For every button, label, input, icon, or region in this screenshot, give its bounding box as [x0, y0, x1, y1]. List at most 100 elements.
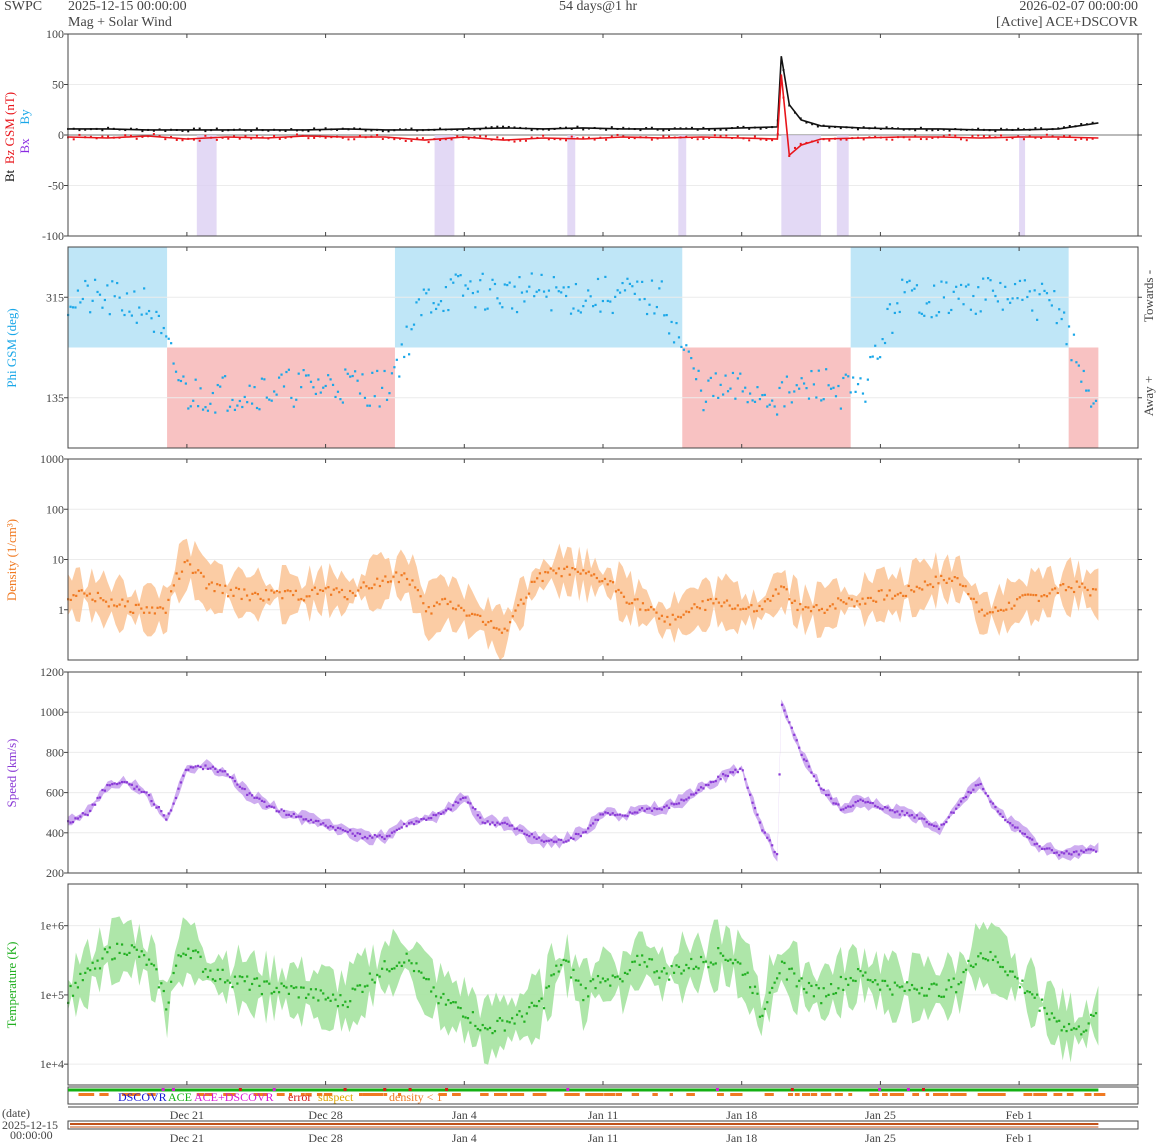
- temperature-point: [481, 1023, 484, 1027]
- speed-point: [920, 817, 923, 820]
- temperature-point: [150, 962, 153, 965]
- density-point: [210, 581, 213, 584]
- speed-point: [430, 817, 433, 820]
- temperature-point: [959, 981, 963, 984]
- speed-point: [810, 771, 813, 774]
- temperature-point: [665, 972, 668, 975]
- bt-point: [685, 127, 688, 130]
- density-flag-mark: [1093, 1093, 1101, 1096]
- speed-point: [297, 815, 300, 818]
- density-point: [430, 612, 433, 615]
- density-point: [438, 603, 441, 606]
- phi-point: [1033, 289, 1036, 292]
- bz-point: [719, 135, 722, 138]
- temperature-point: [449, 1001, 452, 1005]
- bt-point: [925, 129, 928, 132]
- speed-point: [672, 803, 676, 806]
- speed-point: [849, 805, 852, 808]
- density-flag-mark: [78, 1093, 87, 1096]
- temperature-point: [668, 978, 671, 981]
- density-point: [750, 604, 753, 607]
- density-point: [1075, 580, 1078, 583]
- phi-point: [469, 280, 472, 283]
- temperature-point: [817, 987, 820, 990]
- density-point: [872, 599, 875, 602]
- bt-point: [645, 127, 648, 130]
- speed-point: [206, 767, 210, 770]
- phi-point: [876, 357, 879, 360]
- density-point: [452, 607, 455, 610]
- density-flag-mark: [1024, 1093, 1030, 1096]
- density-point: [83, 592, 86, 595]
- density-point: [525, 596, 528, 599]
- speed-point: [410, 821, 413, 824]
- speed-point: [699, 786, 703, 789]
- temperature-point: [957, 983, 960, 986]
- speed-point: [606, 812, 609, 815]
- phi-point: [618, 291, 622, 294]
- phi-point: [1011, 297, 1014, 300]
- speed-point: [363, 835, 367, 839]
- speed-point: [439, 812, 443, 816]
- phi-point: [160, 331, 163, 335]
- temperature-point: [282, 984, 286, 988]
- speed-point: [280, 808, 283, 811]
- density-point: [297, 598, 300, 601]
- temperature-point: [513, 1022, 516, 1025]
- density-point: [1013, 604, 1016, 607]
- bt-point: [839, 127, 842, 130]
- phi-point: [74, 306, 77, 309]
- bz-point: [633, 137, 636, 140]
- phi-axis-label: Phi GSM (deg): [4, 308, 19, 387]
- temperature-point: [550, 974, 553, 977]
- speed-point: [1048, 847, 1051, 850]
- speed-point: [324, 824, 327, 827]
- phi-point: [879, 356, 882, 359]
- temperature-point: [219, 978, 222, 981]
- temperature-point: [432, 986, 435, 989]
- density-point: [443, 597, 447, 600]
- phi-point: [766, 405, 769, 408]
- density-point: [790, 601, 794, 604]
- legend-error: error: [288, 1090, 311, 1104]
- density-point: [723, 601, 726, 604]
- temperature-point: [476, 1027, 479, 1031]
- density-flag-mark: [229, 1093, 236, 1096]
- speed-point: [226, 773, 229, 776]
- density-point: [400, 574, 403, 577]
- phi-point: [344, 368, 347, 371]
- speed-point: [955, 807, 958, 810]
- temperature-point: [572, 968, 575, 971]
- phi-point: [501, 306, 504, 309]
- speed-point: [550, 839, 553, 842]
- density-point: [823, 611, 826, 614]
- temperature-point: [560, 963, 563, 967]
- phi-point: [93, 278, 97, 281]
- phi-point: [189, 405, 192, 408]
- density-point: [674, 618, 677, 621]
- phi-point: [682, 348, 685, 351]
- density-point: [508, 621, 512, 624]
- phi-point: [79, 301, 82, 304]
- speed-point: [734, 768, 737, 771]
- end-time-label: 2026-02-07 00:00:00: [1019, 0, 1138, 14]
- bz-point: [84, 136, 87, 139]
- speed-point: [557, 838, 560, 841]
- speed-point: [292, 812, 295, 816]
- speed-point: [194, 765, 197, 768]
- speed-point: [972, 788, 975, 791]
- bz-point: [164, 138, 167, 141]
- density-point: [755, 609, 758, 613]
- temperature-point: [611, 974, 614, 977]
- density-point: [622, 595, 626, 598]
- temperature-point: [844, 977, 847, 981]
- density-point: [571, 566, 574, 570]
- speed-point: [290, 815, 293, 818]
- speed-point: [547, 839, 551, 842]
- bz-point: [198, 139, 201, 142]
- bz-point: [994, 136, 997, 139]
- phi-point: [793, 390, 796, 393]
- x-tick-label-upper: Jan 11: [588, 1108, 619, 1122]
- phi-point: [631, 285, 634, 288]
- phi-point: [184, 382, 187, 385]
